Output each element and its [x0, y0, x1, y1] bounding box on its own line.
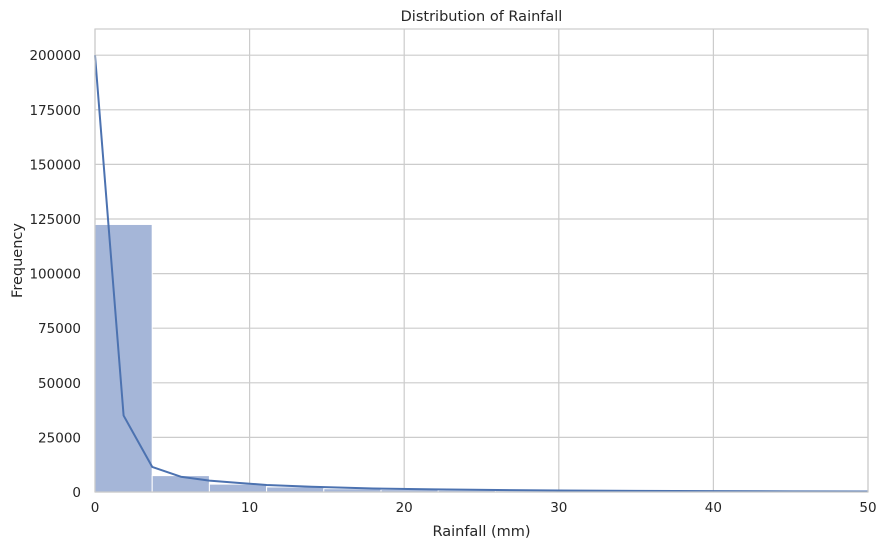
y-tick-label: 25000 — [38, 430, 81, 446]
grid-layer — [94, 29, 869, 493]
kde-line — [94, 55, 869, 493]
y-tick-label: 100000 — [29, 267, 81, 283]
plot-frame — [94, 28, 869, 493]
y-tick-label: 150000 — [29, 157, 81, 173]
y-tick-label: 0 — [72, 485, 81, 501]
x-tick-label: 30 — [550, 500, 567, 516]
kde-layer — [94, 55, 869, 493]
histogram-bar — [151, 475, 210, 493]
y-tick-label: 200000 — [29, 48, 81, 64]
x-tick-label: 20 — [396, 500, 413, 516]
x-tick-label: 40 — [705, 500, 722, 516]
x-axis-title: Rainfall (mm) — [432, 524, 530, 540]
x-tick-label: 10 — [241, 500, 258, 516]
x-tick-label: 0 — [91, 500, 100, 516]
y-tick-label: 175000 — [29, 103, 81, 119]
y-axis-title: Frequency — [10, 223, 26, 298]
chart-title: Distribution of Rainfall — [401, 9, 563, 25]
y-tick-label: 125000 — [29, 212, 81, 228]
y-tick-label: 75000 — [38, 321, 81, 337]
ticks-layer: 0 10 20 30 40 50 0 25000 50000 75000 100000 125000 1… — [29, 48, 876, 516]
y-tick-label: 50000 — [38, 376, 81, 392]
x-tick-label: 50 — [859, 500, 876, 516]
bars-layer — [94, 223, 869, 493]
